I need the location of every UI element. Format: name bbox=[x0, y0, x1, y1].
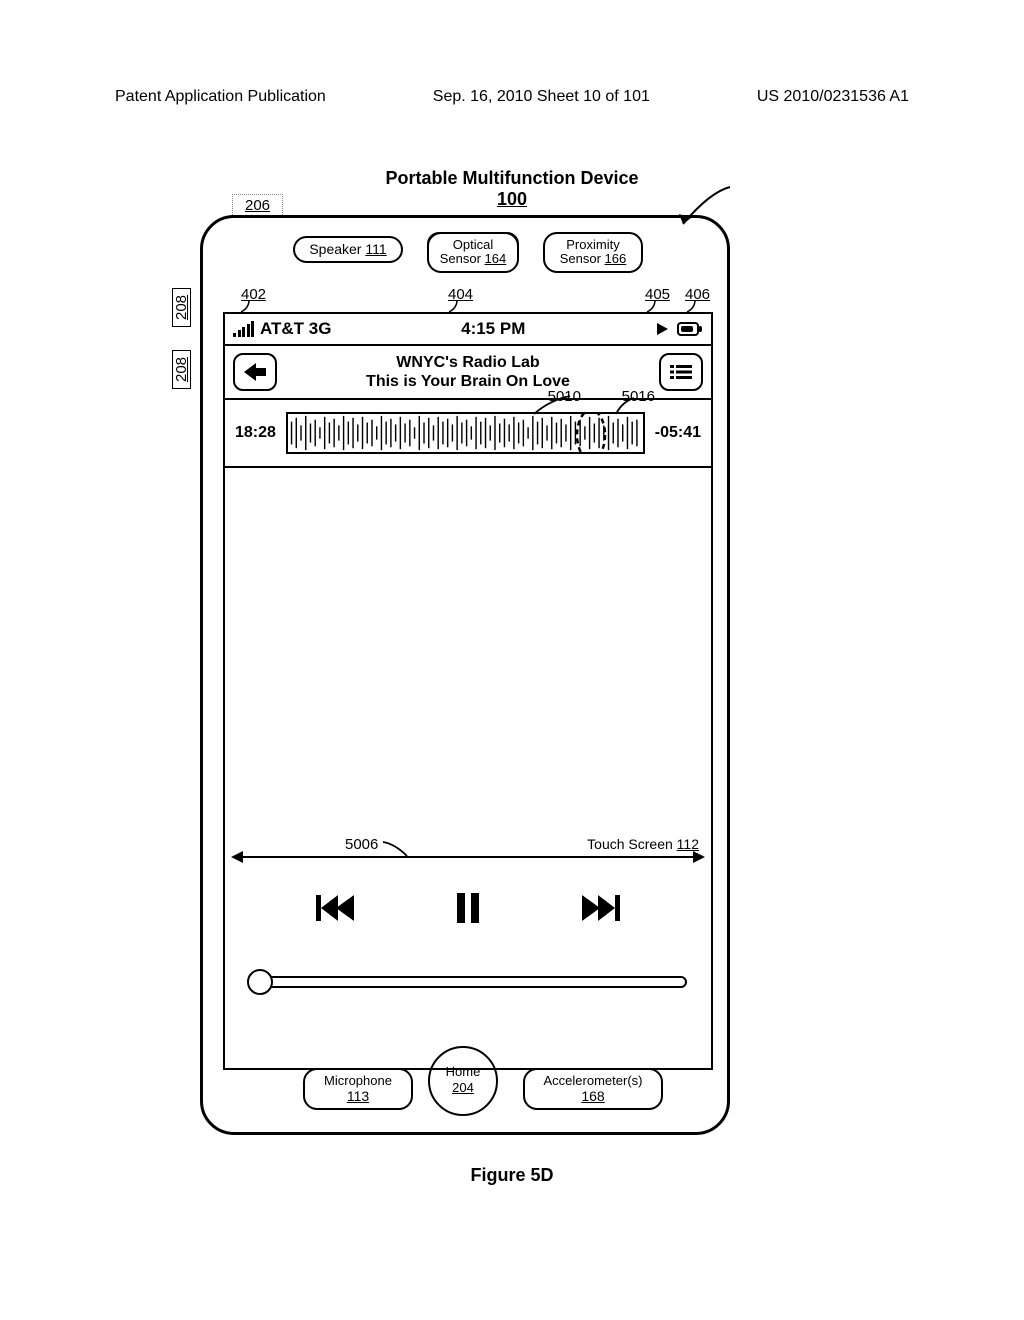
header-center: Sep. 16, 2010 Sheet 10 of 101 bbox=[433, 88, 650, 106]
device-title-text: Portable Multifunction Device bbox=[0, 168, 1024, 189]
clock-text: 4:15 PM bbox=[461, 319, 525, 339]
accelerometer-label: Accelerometer(s) 168 bbox=[523, 1068, 663, 1110]
volume-slider[interactable] bbox=[249, 976, 687, 988]
figure-caption: Figure 5D bbox=[0, 1165, 1024, 1186]
signal-icon bbox=[233, 321, 254, 337]
waveform-scrubber[interactable] bbox=[286, 412, 645, 454]
swipe-arrow bbox=[233, 856, 703, 858]
pause-button[interactable] bbox=[457, 893, 479, 923]
device-title: Portable Multifunction Device 100 bbox=[0, 168, 1024, 210]
volume-thumb[interactable] bbox=[247, 969, 273, 995]
proximity-sensor-label: Proximity Sensor 166 bbox=[543, 232, 643, 273]
callout-5006: 5006 bbox=[345, 836, 378, 853]
device-title-ref: 100 bbox=[0, 189, 1024, 210]
playback-controls bbox=[225, 878, 711, 938]
playhead-marker[interactable] bbox=[571, 412, 611, 454]
ref-208-a: 208 bbox=[172, 288, 191, 327]
status-bar: AT&T 3G 4:15 PM bbox=[225, 314, 711, 346]
microphone-label: Microphone 113 bbox=[303, 1068, 413, 1110]
back-button[interactable] bbox=[233, 353, 277, 391]
now-playing-title: WNYC's Radio Lab This is Your Brain On L… bbox=[366, 353, 570, 391]
play-indicator-icon bbox=[655, 322, 669, 336]
home-button[interactable]: Home 204 bbox=[428, 1046, 498, 1116]
elapsed-time: 18:28 bbox=[235, 424, 276, 442]
carrier-text: AT&T 3G bbox=[260, 319, 331, 339]
remaining-time: -05:41 bbox=[655, 424, 701, 442]
header-left: Patent Application Publication bbox=[115, 88, 326, 106]
ref-208-b: 208 bbox=[172, 350, 191, 389]
callout-5010: 5010 bbox=[548, 388, 581, 405]
volume-row bbox=[225, 958, 711, 1006]
battery-icon bbox=[677, 322, 703, 336]
touchscreen-label: Touch Screen 112 bbox=[587, 836, 699, 852]
ref-206: 206 bbox=[232, 194, 283, 217]
back-arrow-icon bbox=[244, 363, 266, 381]
device-frame: Speaker 111 Optical Sensor Sensor 164 .p… bbox=[200, 215, 730, 1135]
patent-header: Patent Application Publication Sep. 16, … bbox=[0, 88, 1024, 106]
callout-5016: 5016 bbox=[622, 388, 655, 405]
header-right: US 2010/0231536 A1 bbox=[757, 88, 909, 106]
title-leader-arrow bbox=[675, 182, 735, 232]
previous-button[interactable] bbox=[316, 893, 356, 923]
tracklist-button[interactable] bbox=[659, 353, 703, 391]
speaker-label: Speaker 111 bbox=[293, 236, 403, 263]
next-button[interactable] bbox=[580, 893, 620, 923]
touch-screen[interactable]: AT&T 3G 4:15 PM WNYC's Radio Lab This is… bbox=[223, 312, 713, 1070]
list-icon bbox=[670, 364, 692, 380]
content-area[interactable]: 5010 5016 5006 Touch Screen 112 bbox=[225, 468, 711, 1068]
optical-sensor-label-2: Optical Sensor 164 bbox=[427, 232, 519, 273]
